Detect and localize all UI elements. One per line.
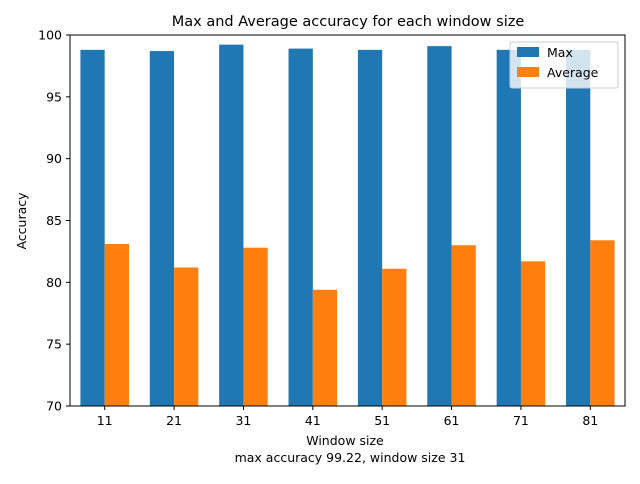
chart-title: Max and Average accuracy for each window… bbox=[172, 14, 525, 30]
bar-max-81 bbox=[566, 49, 591, 407]
y-tick-label: 70 bbox=[46, 399, 62, 414]
x-tick-label: 21 bbox=[166, 413, 182, 428]
bar-average-41 bbox=[312, 289, 338, 406]
y-tick-label: 85 bbox=[46, 213, 62, 228]
bar-average-61 bbox=[451, 245, 476, 406]
bar-average-11 bbox=[104, 243, 129, 406]
bar-average-51 bbox=[382, 268, 407, 406]
bar-max-21 bbox=[149, 51, 175, 407]
bar-max-31 bbox=[219, 44, 244, 407]
x-axis-label: Window size bbox=[306, 433, 384, 448]
y-tick-label: 100 bbox=[38, 28, 62, 43]
bar-max-71 bbox=[496, 49, 521, 407]
legend-swatch-max bbox=[517, 47, 539, 57]
x-tick-label: 51 bbox=[374, 413, 390, 428]
x-tick-label: 61 bbox=[444, 413, 460, 428]
x-tick-label: 81 bbox=[582, 413, 598, 428]
y-ticks-group: 70 75 80 85 90 95 100 bbox=[38, 28, 70, 414]
y-axis-label: Accuracy bbox=[14, 192, 29, 250]
y-tick-label: 75 bbox=[46, 337, 62, 352]
x-tick-label: 31 bbox=[235, 413, 251, 428]
bar-max-61 bbox=[427, 46, 452, 406]
chart-caption: max accuracy 99.22, window size 31 bbox=[235, 450, 466, 465]
y-tick-label: 90 bbox=[46, 151, 62, 166]
legend: Max Average bbox=[509, 41, 619, 89]
legend-label-max: Max bbox=[547, 45, 573, 60]
y-tick-label: 95 bbox=[46, 89, 62, 104]
legend-label-average: Average bbox=[547, 65, 599, 80]
bars-group bbox=[80, 44, 615, 407]
bar-average-31 bbox=[243, 247, 268, 406]
plot-frame bbox=[69, 34, 626, 407]
x-tick-label: 71 bbox=[513, 413, 529, 428]
bar-max-51 bbox=[357, 49, 383, 407]
bar-average-71 bbox=[520, 261, 546, 406]
bar-max-11 bbox=[80, 49, 105, 407]
bar-average-21 bbox=[174, 267, 199, 406]
y-tick-label: 80 bbox=[46, 275, 62, 290]
bar-average-81 bbox=[590, 240, 615, 406]
legend-swatch-average bbox=[517, 67, 539, 77]
x-tick-label: 41 bbox=[305, 413, 321, 428]
x-ticks-group: 11 21 31 41 51 61 71 81 bbox=[97, 406, 598, 428]
x-tick-label: 11 bbox=[97, 413, 113, 428]
bar-max-41 bbox=[288, 48, 313, 406]
